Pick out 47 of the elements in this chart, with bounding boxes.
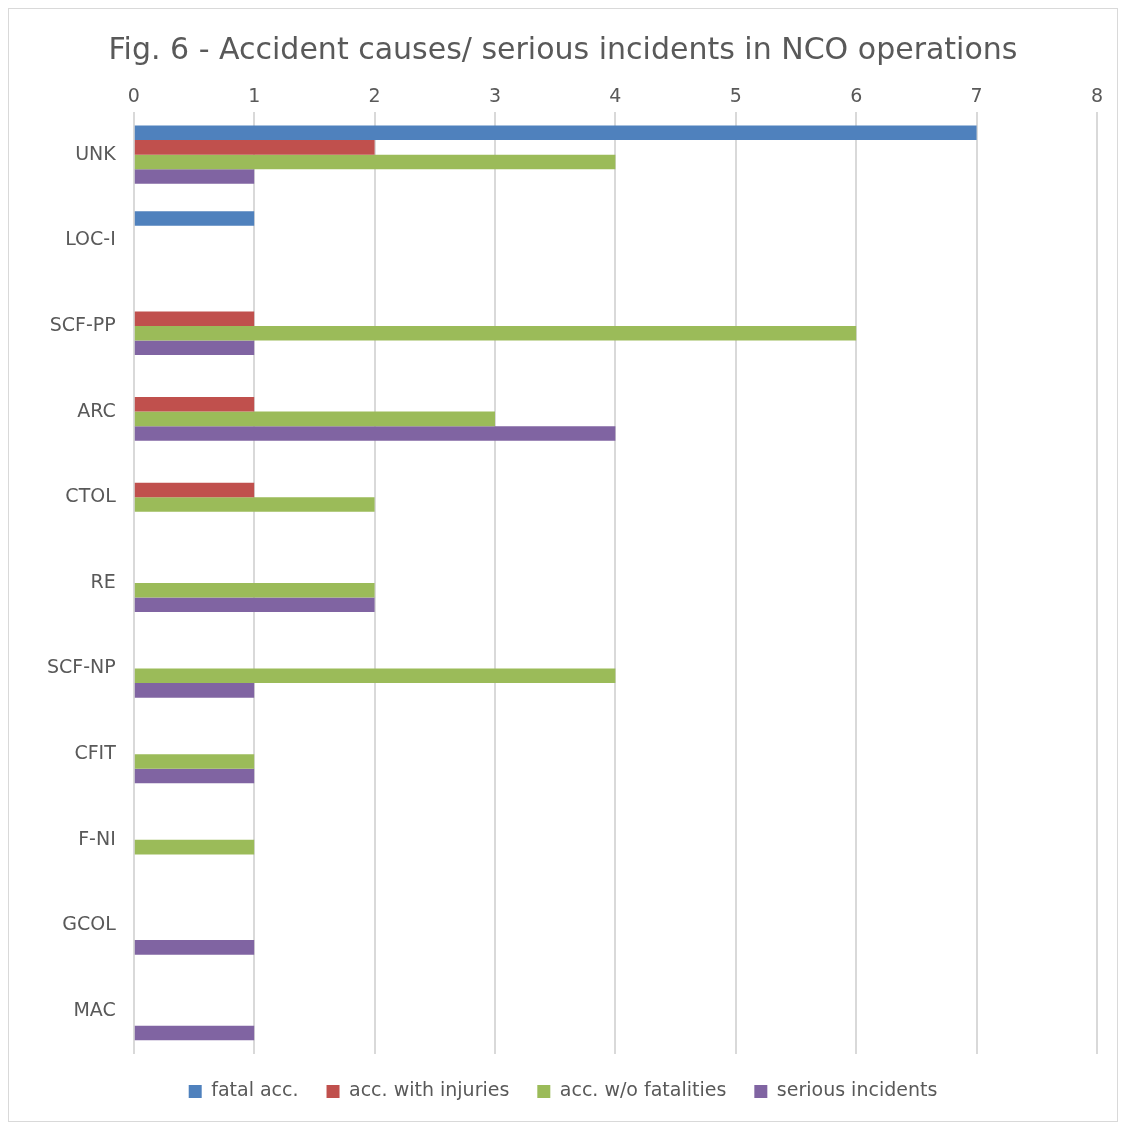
bar xyxy=(134,482,255,498)
bar xyxy=(134,1025,255,1041)
bar xyxy=(134,340,255,356)
y-tick-label: ARC xyxy=(77,398,116,421)
bar xyxy=(134,839,255,855)
bar xyxy=(134,426,616,441)
bar xyxy=(134,125,977,141)
x-tick-label: 3 xyxy=(488,84,502,107)
x-tick-label: 5 xyxy=(729,84,742,107)
y-tick-label: CFIT xyxy=(74,741,117,764)
y-tick-label: GCOL xyxy=(62,912,117,935)
y-tick-label: MAC xyxy=(73,998,116,1021)
legend-label: acc. with injuries xyxy=(349,1078,510,1101)
bar xyxy=(134,582,375,598)
y-tick-label: UNK xyxy=(75,141,117,164)
bar xyxy=(134,140,375,155)
legend-label: serious incidents xyxy=(776,1078,938,1101)
bar xyxy=(134,940,255,955)
bar xyxy=(134,683,255,698)
bar xyxy=(134,311,255,326)
y-tick-label: CTOL xyxy=(65,484,117,507)
bar xyxy=(134,597,375,613)
y-tick-label: SCF-NP xyxy=(46,655,116,678)
bar xyxy=(134,754,255,769)
y-tick-label: F-NI xyxy=(78,826,116,849)
bar xyxy=(134,411,495,427)
chart-title: Fig. 6 - Accident causes/ serious incidents in NCO operations xyxy=(108,30,1018,66)
x-tick-label: 0 xyxy=(127,84,140,107)
bar xyxy=(134,169,255,184)
x-tick-label: 7 xyxy=(970,84,983,107)
x-tick-label: 4 xyxy=(609,84,622,107)
x-tick-label: 8 xyxy=(1090,84,1104,107)
bar xyxy=(134,154,616,170)
legend-label: acc. w/o fatalities xyxy=(559,1078,727,1101)
bar xyxy=(134,668,616,684)
y-tick-label: SCF-PP xyxy=(49,312,116,335)
bar xyxy=(134,397,255,412)
y-tick-label: RE xyxy=(90,569,116,592)
y-tick-label: LOC-I xyxy=(65,227,116,250)
x-tick-label: 1 xyxy=(248,84,261,107)
bar xyxy=(134,768,255,784)
legend-label: fatal acc. xyxy=(211,1078,299,1101)
bar xyxy=(134,497,375,512)
bar xyxy=(134,325,857,341)
bar xyxy=(134,211,255,226)
x-tick-label: 6 xyxy=(850,84,863,107)
x-tick-label: 2 xyxy=(368,84,381,107)
